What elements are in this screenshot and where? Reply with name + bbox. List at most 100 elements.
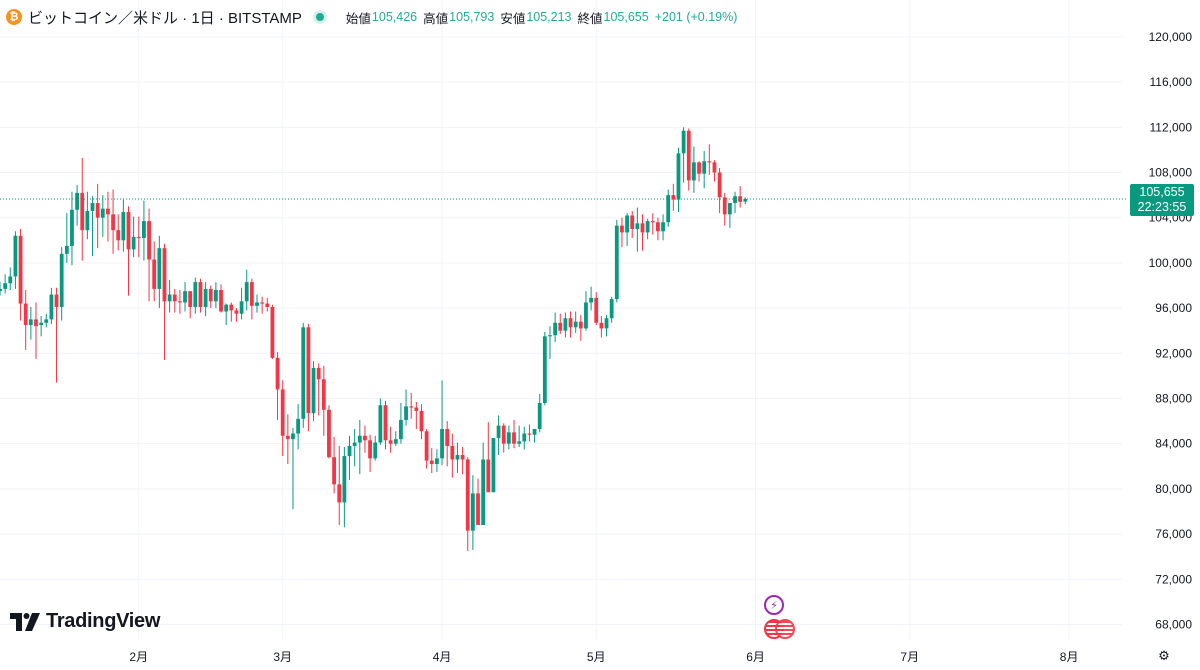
lightning-icon[interactable]: ⚡: [764, 595, 784, 615]
time-axis[interactable]: 2月 3月 4月 5月 6月 7月 8月: [129, 650, 1078, 664]
candle: [116, 214, 121, 251]
candle: [393, 431, 398, 446]
candle-body: [70, 209, 74, 246]
symbol-title[interactable]: ビットコイン／米ドル · 1日 · BITSTAMP: [28, 9, 302, 27]
price-tick-label: 84,000: [1155, 437, 1192, 451]
candle-body: [255, 302, 259, 306]
candle: [517, 425, 522, 448]
candle: [568, 311, 573, 338]
candle: [64, 213, 69, 263]
candle: [383, 400, 388, 450]
candle: [49, 287, 54, 324]
candle: [239, 287, 244, 320]
candle: [435, 449, 439, 472]
candle: [327, 405, 331, 459]
candle-body: [404, 406, 408, 420]
candle-body: [578, 321, 583, 329]
candle: [465, 457, 470, 552]
candle-body: [285, 435, 290, 440]
candle-body: [568, 318, 573, 328]
candle: [614, 219, 619, 303]
candle: [23, 290, 28, 350]
candle: [707, 144, 712, 175]
candle-body: [13, 235, 18, 277]
candle-body: [34, 319, 38, 327]
candle: [630, 210, 635, 239]
candle-body: [692, 162, 696, 181]
candle-body: [450, 445, 455, 460]
candle-body: [573, 321, 578, 328]
tradingview-logo-icon: [10, 612, 40, 631]
candle-body: [188, 291, 193, 307]
candle: [656, 217, 660, 241]
candle-body: [465, 459, 470, 531]
candle: [537, 393, 542, 433]
candle: [106, 191, 110, 242]
candle: [301, 322, 306, 428]
candle: [255, 294, 259, 313]
us-flag-icon-2[interactable]: [775, 619, 795, 639]
candle: [363, 425, 367, 453]
candle: [131, 216, 136, 258]
candle: [54, 287, 59, 383]
price-tick-label: 76,000: [1155, 527, 1192, 541]
candle-body: [614, 225, 619, 300]
candle-body: [486, 459, 491, 493]
candle-body: [157, 248, 162, 289]
candle: [476, 478, 480, 526]
candle: [589, 286, 593, 311]
high-label: 高値: [423, 11, 449, 26]
candle: [635, 207, 640, 252]
high-value: 105,793: [449, 10, 495, 24]
candle-body: [219, 290, 223, 312]
candle-body: [563, 318, 568, 331]
candle-body: [558, 322, 563, 331]
candle-body: [440, 428, 444, 459]
candle: [13, 231, 18, 289]
candle-body: [28, 319, 33, 326]
candle: [404, 389, 408, 426]
candle: [244, 269, 249, 311]
candle-body: [18, 235, 23, 304]
candle-body: [481, 459, 486, 526]
price-tick-label: 100,000: [1149, 256, 1193, 270]
settings-icon[interactable]: ⚙: [1158, 648, 1170, 663]
price-axis[interactable]: 68,000 72,000 76,000 80,000 84,000 88,000 92,0…: [1149, 30, 1193, 631]
candle: [70, 191, 74, 266]
last-price-label: 105,655 22:23:55: [1130, 184, 1194, 216]
candle-body: [553, 322, 558, 336]
candle: [681, 127, 686, 183]
candle-body: [213, 290, 218, 302]
candle-body: [630, 215, 635, 230]
candle-body: [95, 203, 100, 218]
price-tick-label: 112,000: [1150, 120, 1193, 134]
candle: [512, 419, 516, 449]
candle: [28, 306, 33, 340]
candle: [450, 433, 455, 478]
candle: [75, 184, 79, 226]
candle: [645, 218, 650, 240]
bar-countdown: 22:23:55: [1137, 200, 1187, 214]
close-value: 105,655: [603, 10, 649, 24]
tradingview-logo[interactable]: TradingView: [10, 610, 160, 633]
candle-body: [496, 425, 501, 439]
candle-body: [686, 130, 691, 181]
candle: [522, 426, 527, 450]
candle-body: [131, 236, 136, 250]
candle: [90, 196, 95, 257]
candle: [100, 195, 105, 237]
candle: [527, 424, 532, 442]
candle: [18, 229, 23, 321]
candle-body: [604, 318, 609, 329]
candle-body: [620, 225, 624, 233]
candle-body: [244, 282, 249, 302]
candle: [162, 243, 167, 361]
candle-body: [39, 322, 44, 326]
candle: [573, 311, 578, 333]
candle-body: [460, 454, 465, 460]
candle: [445, 421, 450, 467]
time-tick-label: 4月: [433, 650, 452, 664]
candle-body: [260, 302, 265, 304]
candle: [142, 200, 146, 261]
